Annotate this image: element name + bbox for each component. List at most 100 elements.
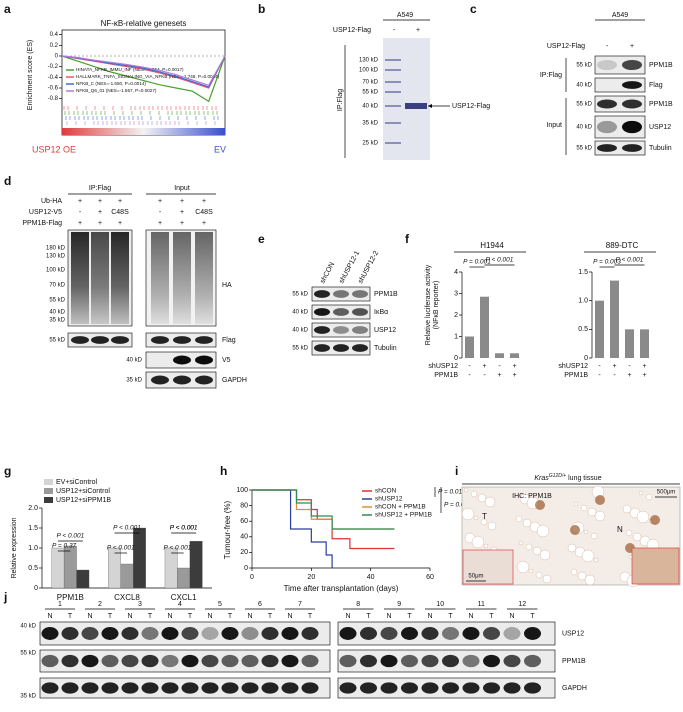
band (181, 682, 199, 694)
label: + (158, 220, 162, 227)
label: 11 (478, 601, 485, 608)
y-tick-label: 1 (454, 333, 458, 340)
band (173, 336, 191, 344)
alveolus (622, 504, 632, 514)
label: PPM1B (562, 658, 586, 665)
label: IP:Flag (540, 72, 562, 79)
band (314, 344, 330, 352)
legend-entry: HALLMARK_TNFA_SIGNALING_VIA_NFKB (NES=-1… (76, 74, 220, 79)
label: A549 (612, 12, 628, 19)
label: IκBα (374, 309, 388, 316)
bar (480, 296, 489, 358)
label: 5 (218, 601, 222, 608)
band (442, 627, 459, 640)
label: + (497, 372, 501, 379)
band (101, 654, 119, 668)
label: 4 (178, 601, 182, 608)
band (61, 682, 79, 694)
band (261, 654, 279, 668)
alveolus (473, 515, 479, 521)
legend-swatch (44, 479, 53, 485)
label: - (598, 363, 601, 370)
label: 2 (98, 601, 102, 608)
legend-entry: HINATA_NFKB_IMMU_INF (NES=-1.954, P=0.00… (76, 67, 184, 72)
label: + (98, 198, 102, 205)
stain (570, 525, 580, 535)
y-tick-label: -0.4 (48, 75, 59, 81)
smear (111, 232, 129, 324)
band (462, 627, 480, 640)
band (421, 682, 439, 694)
marker: 55 kD (292, 346, 308, 352)
band (524, 627, 541, 640)
alveolus (515, 515, 523, 523)
marker: 130 kD (359, 58, 379, 64)
label: 500μm (657, 490, 675, 496)
band (401, 627, 418, 640)
label: GAPDH (222, 377, 247, 384)
band (101, 627, 119, 640)
ladder-band (385, 59, 401, 61)
y-axis-label: Relative luciferase activity (425, 264, 432, 345)
band (221, 654, 239, 668)
label: T (366, 613, 371, 620)
band (195, 336, 213, 344)
marker: 40 kD (126, 358, 142, 364)
alveolus (583, 529, 589, 535)
band (201, 654, 219, 668)
marker: 55 kD (49, 298, 65, 304)
label: T (489, 613, 494, 620)
stain (595, 495, 605, 505)
label: + (118, 220, 122, 227)
label: + (512, 372, 516, 379)
legend-entry: NFKB_Q6_01 (NES=-1.557, P=0.0027) (76, 88, 157, 93)
band (352, 344, 368, 352)
marker: 100 kD (46, 268, 66, 274)
band (161, 627, 179, 640)
y-axis-label: Tumour-free (%) (223, 500, 232, 559)
band (281, 627, 299, 640)
label: - (628, 363, 631, 370)
label: + (630, 43, 634, 50)
stain (535, 500, 545, 510)
band (339, 627, 357, 640)
y-tick-label: 20 (240, 549, 248, 556)
y-tick-label: 0.5 (28, 565, 38, 572)
label: Input (546, 122, 562, 129)
label: 3 (138, 601, 142, 608)
band (161, 682, 179, 694)
arrow-head (428, 104, 432, 108)
band (462, 654, 480, 668)
panel-letter: i (455, 464, 458, 478)
label: + (416, 27, 420, 34)
y-tick-label: -0.2 (48, 64, 59, 70)
band (301, 682, 319, 694)
label: - (159, 209, 162, 216)
smear (151, 232, 169, 324)
label: T (268, 613, 273, 620)
alveolus (522, 518, 532, 528)
label: 6 (258, 601, 262, 608)
label: USP12-Flag (547, 43, 585, 50)
legend-entry: shUSP12 + PPM1B (375, 512, 432, 519)
alveolus (587, 507, 597, 517)
legend-swatch (44, 488, 53, 494)
bar (164, 547, 178, 589)
marker: 55 kD (362, 90, 378, 96)
band (597, 120, 617, 134)
y-tick-label: 0 (34, 585, 38, 592)
band (314, 308, 330, 316)
phenotype-label: EV (214, 144, 226, 154)
band (41, 627, 59, 640)
annotation: P < 0.001 (170, 525, 198, 532)
band (352, 308, 368, 316)
label: C48S (111, 209, 129, 216)
label: N (287, 613, 292, 620)
marker: 40 kD (292, 328, 308, 334)
band (181, 627, 199, 640)
label: C48S (195, 209, 213, 216)
alveolus (570, 568, 578, 576)
label: Tubulin (374, 345, 397, 352)
label: 10 (436, 601, 444, 608)
band (221, 682, 239, 694)
